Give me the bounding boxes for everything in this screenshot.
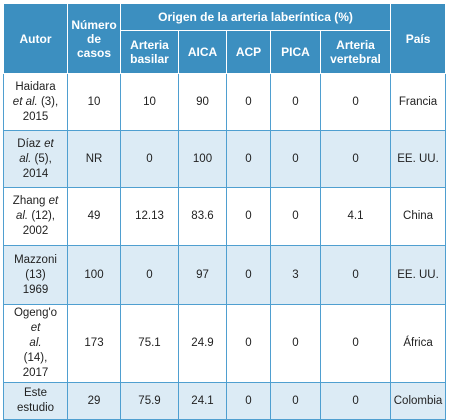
cell-country: Francia [390, 73, 447, 131]
cell-cases: 173 [67, 304, 121, 383]
cell-author: Este estudio [3, 382, 68, 420]
labyrinthine-artery-table: Autor Número de casos Origen de la arter… [3, 3, 447, 420]
cell-aica: 97 [178, 245, 227, 305]
cell-author: Díaz et al. (5), 2014 [3, 130, 68, 188]
cell-aica: 24.1 [178, 382, 227, 420]
cell-aica: 90 [178, 73, 227, 131]
cell-basilar: 75.1 [120, 304, 179, 383]
table-row: Mazzoni (13) 1969 100 0 97 0 3 0 EE. UU. [3, 245, 447, 305]
cell-basilar: 0 [120, 130, 179, 188]
header-author: Autor [3, 3, 68, 74]
cell-aica: 100 [178, 130, 227, 188]
cell-basilar: 10 [120, 73, 179, 131]
cell-pica: 0 [270, 382, 321, 420]
cell-pica: 0 [270, 73, 321, 131]
cell-aica: 83.6 [178, 187, 227, 246]
cell-country: China [390, 187, 447, 246]
header-basilar: Arteria basilar [120, 30, 179, 74]
cell-cases: 29 [67, 382, 121, 420]
cell-pica: 0 [270, 304, 321, 383]
cell-author: Mazzoni (13) 1969 [3, 245, 68, 305]
header-origin-group: Origen de la arteria laberíntica (%) [119, 3, 392, 31]
header-aica: AICA [178, 30, 227, 74]
table-row: Díaz et al. (5), 2014 NR 0 100 0 0 0 EE. U… [3, 130, 447, 188]
cell-basilar: 12.13 [120, 187, 179, 246]
cell-author: Haidara et al. (3), 2015 [3, 73, 68, 131]
cell-country: EE. UU. [390, 245, 447, 305]
cell-country: Colombia [390, 382, 447, 420]
table-row: Ogeng'o et al. (14), 2017 173 75.1 24.9 0 0 … [3, 304, 447, 383]
cell-vertebral: 0 [319, 304, 392, 383]
cell-acp: 0 [226, 382, 271, 420]
cell-acp: 0 [226, 130, 271, 188]
table-row: Este estudio 29 75.9 24.1 0 0 0 Colombia [3, 382, 447, 420]
cell-cases: NR [67, 130, 121, 188]
header-vertebral: Arteria vertebral [319, 30, 392, 74]
header-country: País [390, 3, 447, 74]
header-cases: Número de casos [67, 3, 121, 74]
cell-author: Zhang et al. (12), 2002 [3, 187, 68, 246]
cell-country: EE. UU. [390, 130, 447, 188]
cell-basilar: 75.9 [120, 382, 179, 420]
cell-pica: 0 [270, 187, 321, 246]
cell-pica: 0 [270, 130, 321, 188]
cell-vertebral: 0 [319, 245, 392, 305]
cell-vertebral: 4.1 [319, 187, 392, 246]
cell-vertebral: 0 [319, 73, 392, 131]
cell-author: Ogeng'o et al. (14), 2017 [3, 304, 68, 383]
cell-basilar: 0 [120, 245, 179, 305]
cell-cases: 100 [67, 245, 121, 305]
cell-cases: 10 [67, 73, 121, 131]
cell-acp: 0 [226, 245, 271, 305]
cell-country: África [390, 304, 447, 383]
cell-vertebral: 0 [319, 130, 392, 188]
cell-cases: 49 [67, 187, 121, 246]
cell-aica: 24.9 [178, 304, 227, 383]
table-row: Haidara et al. (3), 2015 10 10 90 0 0 0 Fr… [3, 73, 447, 131]
cell-acp: 0 [226, 73, 271, 131]
cell-acp: 0 [226, 304, 271, 383]
header-acp: ACP [226, 30, 271, 74]
header-pica: PICA [270, 30, 321, 74]
cell-pica: 3 [270, 245, 321, 305]
cell-acp: 0 [226, 187, 271, 246]
cell-vertebral: 0 [319, 382, 392, 420]
table-row: Zhang et al. (12), 2002 49 12.13 83.6 0 0 … [3, 187, 447, 246]
